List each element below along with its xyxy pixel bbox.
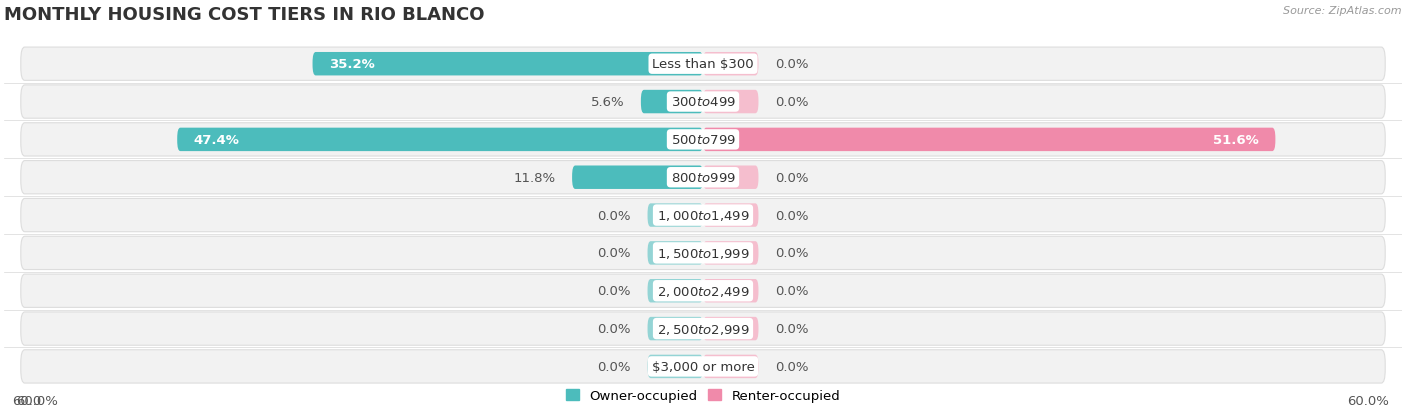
FancyBboxPatch shape <box>703 204 758 227</box>
Text: Source: ZipAtlas.com: Source: ZipAtlas.com <box>1284 6 1402 16</box>
FancyBboxPatch shape <box>703 128 1275 152</box>
Text: 60.0%: 60.0% <box>17 394 59 407</box>
FancyBboxPatch shape <box>703 90 758 114</box>
FancyBboxPatch shape <box>648 204 703 227</box>
FancyBboxPatch shape <box>21 350 1385 383</box>
Text: $1,500 to $1,999: $1,500 to $1,999 <box>657 246 749 260</box>
Text: 0.0%: 0.0% <box>775 96 808 109</box>
FancyBboxPatch shape <box>21 48 1385 81</box>
Text: 11.8%: 11.8% <box>513 171 555 184</box>
Text: 0.0%: 0.0% <box>775 247 808 260</box>
FancyBboxPatch shape <box>648 279 703 303</box>
FancyBboxPatch shape <box>703 279 758 303</box>
Text: 51.6%: 51.6% <box>1213 133 1258 147</box>
Text: 0.0%: 0.0% <box>598 322 631 335</box>
FancyBboxPatch shape <box>703 355 758 378</box>
FancyBboxPatch shape <box>21 123 1385 157</box>
Text: 0.0%: 0.0% <box>598 360 631 373</box>
FancyBboxPatch shape <box>21 237 1385 270</box>
FancyBboxPatch shape <box>641 90 703 114</box>
FancyBboxPatch shape <box>572 166 703 190</box>
Text: 0.0%: 0.0% <box>775 171 808 184</box>
FancyBboxPatch shape <box>21 85 1385 119</box>
Text: $300 to $499: $300 to $499 <box>671 96 735 109</box>
Text: 60.0%: 60.0% <box>1347 394 1389 407</box>
Text: 0.0%: 0.0% <box>775 285 808 297</box>
Text: 0.0%: 0.0% <box>598 285 631 297</box>
Text: $500 to $799: $500 to $799 <box>671 133 735 147</box>
FancyBboxPatch shape <box>21 274 1385 308</box>
Text: $2,000 to $2,499: $2,000 to $2,499 <box>657 284 749 298</box>
Text: $1,000 to $1,499: $1,000 to $1,499 <box>657 209 749 223</box>
FancyBboxPatch shape <box>21 199 1385 232</box>
Text: 0.0%: 0.0% <box>775 360 808 373</box>
FancyBboxPatch shape <box>21 312 1385 345</box>
Text: 47.4%: 47.4% <box>194 133 240 147</box>
FancyBboxPatch shape <box>703 166 758 190</box>
Text: 0.0%: 0.0% <box>598 209 631 222</box>
Text: Less than $300: Less than $300 <box>652 58 754 71</box>
Text: $3,000 or more: $3,000 or more <box>651 360 755 373</box>
FancyBboxPatch shape <box>648 355 703 378</box>
FancyBboxPatch shape <box>703 317 758 340</box>
FancyBboxPatch shape <box>703 53 758 76</box>
Text: 0.0%: 0.0% <box>775 58 808 71</box>
Text: MONTHLY HOUSING COST TIERS IN RIO BLANCO: MONTHLY HOUSING COST TIERS IN RIO BLANCO <box>4 6 485 24</box>
FancyBboxPatch shape <box>648 317 703 340</box>
FancyBboxPatch shape <box>648 242 703 265</box>
Legend: Owner-occupied, Renter-occupied: Owner-occupied, Renter-occupied <box>565 389 841 402</box>
FancyBboxPatch shape <box>21 161 1385 195</box>
Text: $2,500 to $2,999: $2,500 to $2,999 <box>657 322 749 336</box>
Text: 0.0%: 0.0% <box>775 209 808 222</box>
Text: 5.6%: 5.6% <box>591 96 624 109</box>
Text: 0.0%: 0.0% <box>775 322 808 335</box>
Text: 0.0%: 0.0% <box>598 247 631 260</box>
Text: 60.0: 60.0 <box>11 394 41 407</box>
FancyBboxPatch shape <box>703 242 758 265</box>
Text: 35.2%: 35.2% <box>329 58 375 71</box>
Text: $800 to $999: $800 to $999 <box>671 171 735 184</box>
FancyBboxPatch shape <box>312 53 703 76</box>
FancyBboxPatch shape <box>177 128 703 152</box>
